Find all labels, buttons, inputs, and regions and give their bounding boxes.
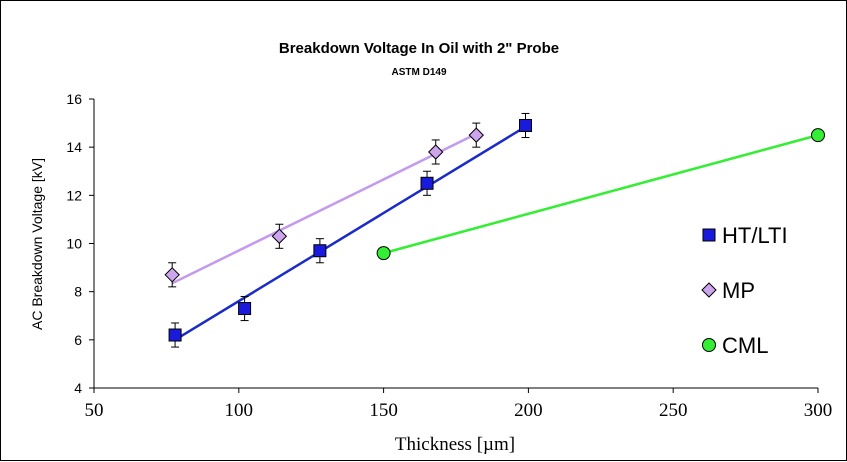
x-tick-label: 150 bbox=[369, 400, 398, 421]
data-point-square bbox=[238, 302, 252, 316]
legend-swatch-square bbox=[702, 228, 716, 242]
chart-title: Breakdown Voltage In Oil with 2" Probe bbox=[279, 40, 559, 57]
data-point-circle bbox=[376, 246, 391, 261]
x-tick-label: 50 bbox=[85, 400, 104, 421]
y-tick-label: 6 bbox=[74, 332, 82, 348]
data-point-square bbox=[519, 118, 533, 132]
data-point-square bbox=[313, 244, 327, 258]
data-point-diamond bbox=[271, 228, 288, 244]
x-axis-label: Thickness [µm] bbox=[395, 434, 515, 455]
legend-label: HT/LTI bbox=[722, 223, 788, 248]
trendlines bbox=[171, 125, 819, 341]
data-point-diamond bbox=[428, 144, 444, 160]
trendline-ht-lti bbox=[174, 125, 527, 341]
y-tick-label: 14 bbox=[66, 139, 82, 155]
x-tick-label: 200 bbox=[514, 400, 543, 421]
axes bbox=[89, 98, 819, 393]
legend-label: MP bbox=[722, 278, 755, 303]
data-points bbox=[164, 118, 825, 342]
y-tick-label: 10 bbox=[66, 236, 82, 252]
data-point-circle bbox=[811, 128, 825, 143]
x-tick-label: 100 bbox=[225, 400, 254, 421]
trendline-mp bbox=[171, 132, 477, 285]
legend: HT/LTI MP CML bbox=[701, 223, 788, 358]
y-tick-label: 8 bbox=[74, 284, 82, 300]
trendline-cml bbox=[383, 133, 819, 255]
y-tick-label: 12 bbox=[66, 187, 82, 203]
data-point-square bbox=[420, 176, 434, 190]
data-point-diamond bbox=[468, 127, 484, 143]
legend-label: CML bbox=[722, 333, 768, 358]
y-tick-label: 4 bbox=[74, 380, 82, 396]
y-axis-label: AC Breakdown Voltage [kV] bbox=[29, 158, 45, 330]
x-tick-label: 300 bbox=[804, 400, 833, 421]
x-tick-label: 250 bbox=[659, 400, 688, 421]
data-point-diamond bbox=[164, 267, 180, 283]
legend-swatch-circle bbox=[702, 338, 716, 352]
y-tick-label: 16 bbox=[66, 91, 82, 107]
x-tick-labels: 50 100 150 200 250 300 bbox=[85, 400, 833, 421]
legend-swatch-diamond bbox=[701, 282, 717, 298]
chart-subtitle: ASTM D149 bbox=[391, 67, 446, 78]
data-point-square bbox=[168, 328, 182, 342]
y-tick-labels: 4 6 8 10 12 14 16 bbox=[66, 91, 82, 396]
